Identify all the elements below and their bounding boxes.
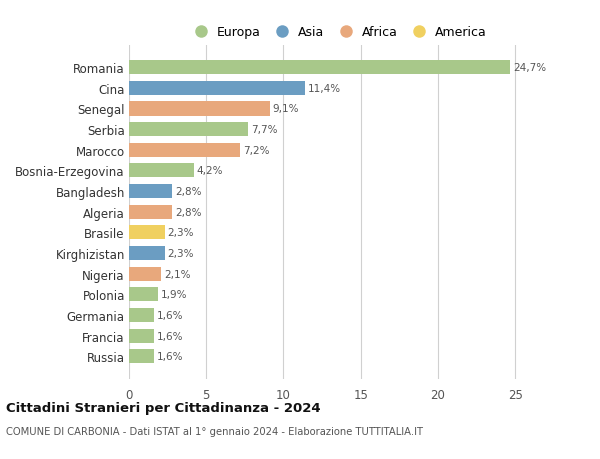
Bar [129,288,158,302]
Text: 2,8%: 2,8% [175,187,202,196]
Text: 1,9%: 1,9% [161,290,188,300]
Text: 4,2%: 4,2% [197,166,223,176]
Bar [129,308,154,322]
Bar [129,123,248,137]
Text: 24,7%: 24,7% [513,63,547,73]
Bar [129,185,172,199]
Text: Cittadini Stranieri per Cittadinanza - 2024: Cittadini Stranieri per Cittadinanza - 2… [6,401,320,414]
Bar [129,205,172,219]
Bar [129,226,164,240]
Bar [129,329,154,343]
Bar [129,164,194,178]
Bar [129,61,511,75]
Text: 2,3%: 2,3% [167,248,194,258]
Text: 2,8%: 2,8% [175,207,202,217]
Text: 1,6%: 1,6% [157,331,183,341]
Bar [129,102,269,116]
Text: COMUNE DI CARBONIA - Dati ISTAT al 1° gennaio 2024 - Elaborazione TUTTITALIA.IT: COMUNE DI CARBONIA - Dati ISTAT al 1° ge… [6,426,423,436]
Text: 2,1%: 2,1% [164,269,191,279]
Bar [129,246,164,261]
Text: 7,7%: 7,7% [251,125,277,135]
Bar [129,144,240,157]
Text: 1,6%: 1,6% [157,310,183,320]
Legend: Europa, Asia, Africa, America: Europa, Asia, Africa, America [185,24,490,42]
Bar [129,350,154,364]
Text: 1,6%: 1,6% [157,352,183,362]
Bar [129,267,161,281]
Text: 2,3%: 2,3% [167,228,194,238]
Bar [129,82,305,95]
Text: 9,1%: 9,1% [272,104,299,114]
Text: 7,2%: 7,2% [243,146,269,156]
Text: 11,4%: 11,4% [308,84,341,94]
